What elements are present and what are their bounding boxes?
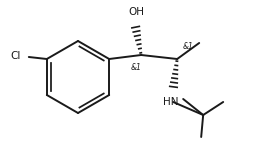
Text: OH: OH <box>128 7 144 17</box>
Text: &1: &1 <box>131 63 142 72</box>
Text: Cl: Cl <box>10 51 21 61</box>
Text: HN: HN <box>164 97 179 107</box>
Text: &1: &1 <box>182 42 193 51</box>
